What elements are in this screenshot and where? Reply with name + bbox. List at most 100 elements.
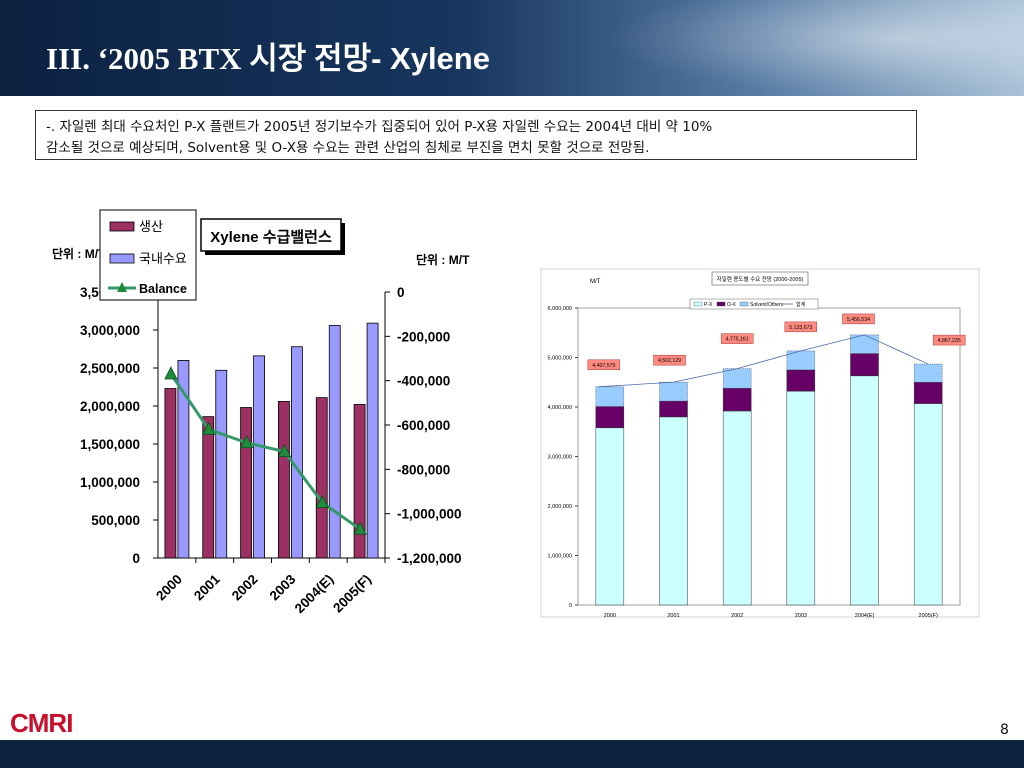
x-axis-tick-label: 2003 [795,613,807,618]
demand-bar [291,346,303,559]
total-label-box [587,359,621,371]
x-axis-tick-label: 2000 [604,613,616,618]
legend-box [689,298,819,310]
legend-balance-label: Balance [139,282,187,296]
legend-swatch [716,301,726,307]
y-axis-unit: M/T [590,279,601,285]
y-axis-tick-label: 5,000,000 [548,356,572,362]
x-axis-tick-label: 2005(F) [330,572,374,616]
y-axis-tick-label: 3,000,000 [548,455,572,461]
y-axis-tick-label: 1,000,000 [548,554,572,560]
left-axis-tick-label: 1,000,000 [80,475,140,490]
logo-text: CMRI [10,708,72,738]
footer-bar [0,740,1024,768]
left-axis-tick-label: 2,500,000 [80,361,140,376]
legend-production-label: 생산 [139,219,163,234]
legend-label: O-X [727,302,737,308]
y-axis-tick-label: 4,000,000 [548,405,572,411]
page-number: 8 [1000,722,1009,738]
total-label-box [720,333,754,344]
total-label: 4,502,129 [658,358,681,364]
production-bar [315,397,328,559]
legend-balance-marker [117,282,127,292]
y-axis-tick-label: 0 [569,603,572,609]
solvent-bar-segment [786,350,816,371]
x-axis-tick-label: 2001 [667,613,679,618]
chart-legend: P-X O-X Solvent/Others 합계 [689,298,819,310]
chart-title-box [200,218,342,252]
solvent-bar-segment [722,368,752,389]
legend-total-label: 합계 [796,301,806,308]
px-bar-segment [850,375,879,606]
legend-swatch [739,301,749,307]
right-axis-tick-label: -600,000 [397,418,450,433]
px-bar-segment [659,416,688,606]
ox-bar-segment [850,353,879,377]
ox-bar-segment [659,400,688,418]
x-axis-tick-label: 2001 [191,571,223,603]
balance-point [164,366,178,380]
left-axis-tick-label: 3,000,000 [80,323,140,338]
legend-swatch [693,301,703,307]
demand-bar [215,369,228,559]
demand-bar [177,359,190,559]
right-axis-tick-label: -200,000 [397,329,450,344]
x-axis-tick-label: 2000 [153,572,185,604]
ox-bar-segment [913,382,943,404]
right-axis-tick-label: 0 [397,285,405,300]
y-axis-tick-label: 2,000,000 [548,504,572,510]
balance-point [277,443,292,458]
balance-line [169,373,361,531]
total-label-box [932,334,966,346]
left-axis-tick-label: 0 [132,551,140,566]
balance-point [239,434,254,449]
balance-point [353,521,367,535]
legend-label: P-X [704,302,713,308]
slide-title: III. ‘2005 BTX 시장 전망- Xylene [46,33,490,78]
total-label: 5,133,673 [789,325,812,331]
xylene-usage-forecast-chart: 0 1,000,000 2,000,000 3,000,000 4,000,000 5,0… [540,268,980,618]
right-unit-label: 단위 : M/T [416,252,470,267]
px-bar-segment [595,427,625,606]
summary-note-line-1: -. 자일렌 최대 수요처인 P-X 플랜트가 2005년 정기보수가 집중되어… [46,119,713,135]
px-bar-segment [913,403,943,606]
legend-demand-swatch [109,253,135,264]
total-label: 5,456,534 [847,317,870,323]
demand-bar [253,355,265,559]
balance-point [315,494,329,508]
slide-title-sub: - Xylene [371,41,490,76]
px-bar-segment [722,410,752,606]
legend-label: Solvent/Others [750,302,784,308]
ox-bar-segment [786,369,816,392]
production-bar [164,388,177,559]
x-axis-tick-label: 2002 [229,572,261,604]
right-axis-tick-label: -400,000 [397,374,450,389]
right-axis-tick-label: -1,200,000 [397,551,462,566]
balance-point [202,421,216,435]
y-axis-tick-label: 6,000,000 [548,306,572,312]
total-label-box [842,313,875,325]
xylene-balance-chart: 0 500,000 1,000,000 1,500,000 2,000,000 2,500… [52,209,470,617]
total-label: 4,775,161 [726,337,749,343]
right-axis-tick-label: -1,000,000 [397,507,462,522]
chart-title: 자일렌 용도별 수요 전망 (2000-2005) [717,275,804,283]
legend-demand-label: 국내수요 [139,251,187,266]
production-bar [353,404,366,559]
total-label: 4,407,579 [592,363,615,369]
x-axis-tick-label: 2003 [267,571,299,603]
production-bar [278,401,290,559]
production-bar [240,407,252,559]
x-axis-tick-label: 2004(E) [292,572,337,617]
x-axis-tick-label: 2004(E) [855,613,875,618]
px-bar-segment [786,390,816,606]
demand-bar [366,322,379,559]
chart-title: Xylene 수급밸런스 [210,228,332,246]
chart-frame [540,268,980,618]
total-line [597,334,929,388]
ox-bar-segment [595,406,625,429]
header-globe-decoration [604,0,1024,96]
summary-note-box: -. 자일렌 최대 수요처인 P-X 플랜트가 2005년 정기보수가 집중되어… [35,110,917,160]
slide-header [0,0,1024,96]
solvent-bar-segment [913,363,943,383]
